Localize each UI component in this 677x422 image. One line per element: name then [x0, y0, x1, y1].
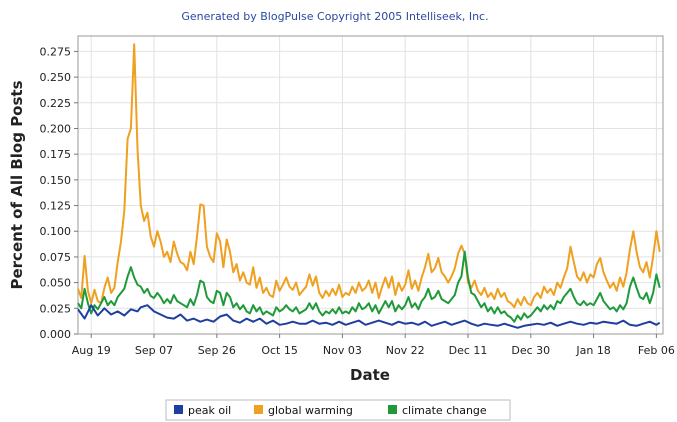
y-axis: 0.000 0.025 0.050 0.075 0.100 0.125 0.150 0.175…	[40, 45, 78, 341]
x-tick-label: Oct 15	[261, 344, 298, 357]
copyright-notice: Generated by BlogPulse Copyright 2005 In…	[181, 10, 488, 23]
x-tick-label: Jan 18	[575, 344, 610, 357]
series-line-peak-oil	[77, 304, 661, 329]
legend-box	[165, 399, 511, 421]
y-tick-label: 0.075	[40, 251, 72, 264]
y-axis-title: Percent of All Blog Posts	[8, 80, 26, 289]
legend-swatch	[174, 405, 183, 414]
x-tick-label: Aug 19	[72, 344, 111, 357]
y-tick-label: 0.225	[40, 97, 72, 110]
x-tick-label: Sep 07	[135, 344, 173, 357]
y-tick-label: 0.275	[40, 45, 72, 58]
legend: peak oil global warming climate change	[165, 399, 511, 421]
legend-label: climate change	[402, 404, 487, 417]
x-tick-label: Feb 06	[638, 344, 675, 357]
legend-label: peak oil	[188, 404, 231, 417]
y-tick-label: 0.050	[40, 277, 72, 290]
x-tick-label: Sep 26	[198, 344, 236, 357]
series-lines	[77, 43, 661, 329]
legend-swatch	[254, 405, 263, 414]
y-tick-label: 0.100	[40, 225, 72, 238]
legend-label: global warming	[268, 404, 353, 417]
y-tick-label: 0.200	[40, 122, 72, 135]
x-axis-title: Date	[350, 366, 390, 384]
grid	[78, 36, 663, 335]
x-tick-label: Nov 22	[386, 344, 425, 357]
plot-area	[77, 35, 664, 335]
y-tick-label: 0.025	[40, 302, 72, 315]
x-axis: Aug 19 Sep 07 Sep 26 Oct 15 Nov 03 Nov 22 Dec …	[72, 334, 675, 357]
legend-swatch	[388, 405, 397, 414]
y-tick-label: 0.125	[40, 200, 72, 213]
x-tick-label: Dec 11	[449, 344, 488, 357]
x-tick-label: Dec 30	[511, 344, 550, 357]
y-tick-label: 0.000	[40, 328, 72, 341]
y-tick-label: 0.175	[40, 148, 72, 161]
y-tick-label: 0.150	[40, 174, 72, 187]
series-line-climate-change	[77, 250, 661, 323]
x-tick-label: Nov 03	[323, 344, 362, 357]
y-tick-label: 0.250	[40, 71, 72, 84]
series-line-global-warming	[77, 43, 661, 309]
